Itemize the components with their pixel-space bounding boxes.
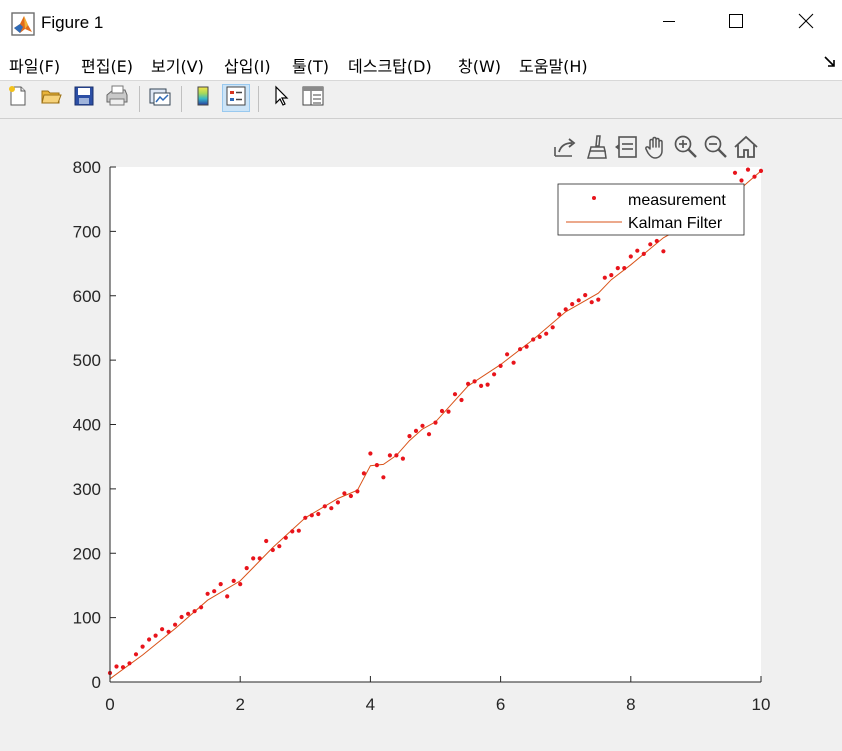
export-icon (552, 134, 578, 164)
toolbar-separator (258, 86, 259, 112)
home-icon (733, 134, 759, 164)
title-bar: Figure 1 (0, 0, 842, 46)
legend-icon (225, 85, 247, 111)
menu-insert[interactable]: 삽입(I) (224, 57, 271, 76)
zoom-out-icon (703, 134, 729, 164)
zoom-in-icon (673, 134, 699, 164)
menu-file[interactable]: 파일(F) (9, 57, 61, 76)
brush-icon (583, 134, 609, 164)
brush-button[interactable] (582, 134, 610, 164)
window-title: Figure 1 (41, 13, 104, 32)
link-plot-button[interactable] (146, 84, 174, 112)
close-button[interactable] (783, 0, 829, 46)
save-button[interactable] (70, 84, 98, 112)
menu-edit[interactable]: 편집(E) (81, 57, 134, 76)
pan-icon (643, 134, 669, 164)
pointer-icon (270, 85, 292, 111)
matlab-logo-icon (11, 12, 35, 36)
menu-bar: 파일(F) 편집(E) 보기(V) 삽입(I) 툴(T) 데스크탑(D) 창(W… (0, 46, 842, 81)
link-plot-icon (148, 85, 172, 111)
menu-help[interactable]: 도움말(H) (519, 57, 588, 76)
menu-window[interactable]: 창(W) (458, 57, 502, 76)
toolbar-separator (139, 86, 140, 112)
restore-view-button[interactable] (732, 134, 760, 164)
zoom-in-button[interactable] (672, 134, 700, 164)
menu-tools[interactable]: 툴(T) (292, 57, 329, 76)
minimize-icon (661, 13, 677, 33)
colorbar-icon (192, 85, 214, 111)
maximize-icon (728, 13, 744, 33)
dock-figure-icon[interactable] (824, 56, 836, 72)
maximize-button[interactable] (713, 0, 759, 46)
open-file-button[interactable] (37, 84, 65, 112)
print-icon (105, 85, 129, 111)
menu-view[interactable]: 보기(V) (151, 57, 204, 76)
close-icon (798, 13, 814, 33)
toolbar-separator (181, 86, 182, 112)
property-inspector-button[interactable] (299, 84, 327, 112)
export-button[interactable] (551, 134, 579, 164)
zoom-out-button[interactable] (702, 134, 730, 164)
minimize-button[interactable] (646, 0, 692, 46)
save-icon (73, 85, 95, 111)
property-inspector-icon (301, 85, 325, 111)
print-button[interactable] (103, 84, 131, 112)
legend-button[interactable] (222, 84, 250, 112)
open-file-icon (40, 85, 62, 111)
edit-plot-button[interactable] (267, 84, 295, 112)
data-tips-button[interactable] (612, 134, 640, 164)
pan-button[interactable] (642, 134, 670, 164)
data-tips-icon (613, 134, 639, 164)
colorbar-button[interactable] (189, 84, 217, 112)
axes-toolbar (548, 134, 764, 166)
figure-canvas (0, 119, 842, 751)
new-figure-icon (7, 85, 29, 111)
menu-desktop[interactable]: 데스크탑(D) (348, 57, 432, 76)
figure-toolbar (0, 81, 842, 119)
new-figure-button[interactable] (4, 84, 32, 112)
